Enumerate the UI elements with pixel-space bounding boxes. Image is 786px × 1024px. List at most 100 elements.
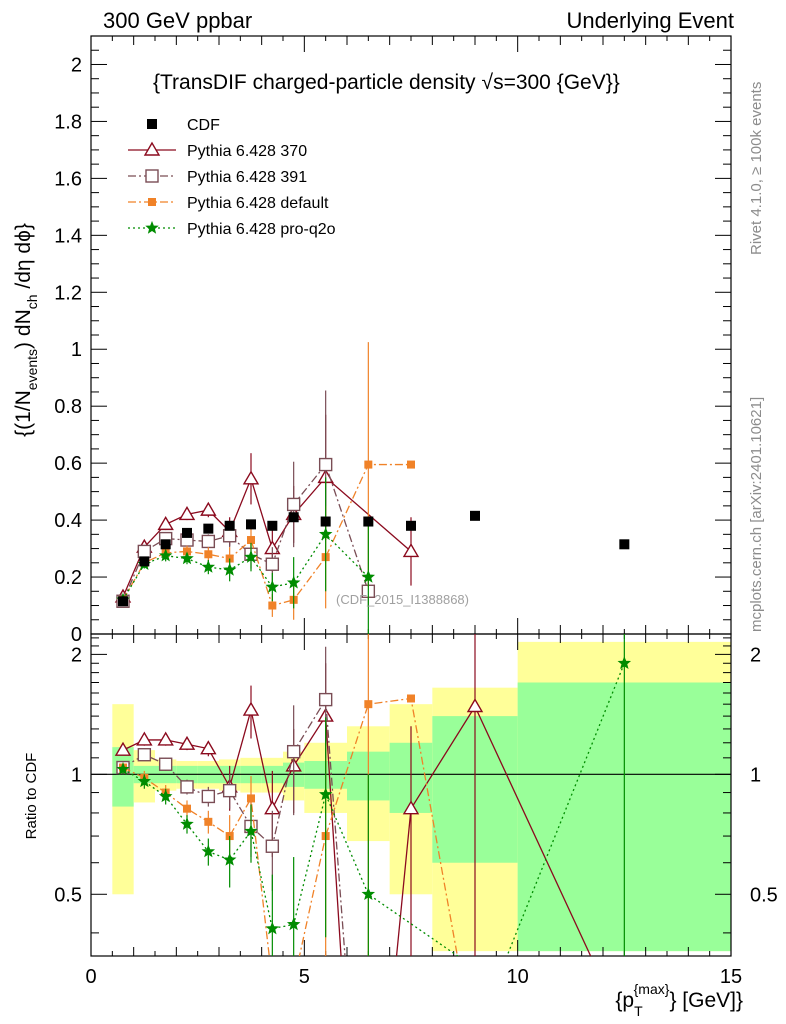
main-y-tick-label: 0 [71,624,82,646]
main-y-tick-label: 2 [71,54,82,76]
series-4-main-point [286,575,301,589]
main-y-tick-label: 1 [71,339,82,361]
watermark: (CDF_2015_I1388868) [336,592,469,607]
series-1-ratio-point [466,698,484,713]
series-3-ratio-point [247,794,255,803]
legend-entry-4: Pythia 6.428 default [128,195,329,212]
series-4-ratio-point [201,844,216,858]
legend-marker [148,198,156,206]
ratio-y-tick-label-right: 0.5 [750,884,778,906]
series-4-ratio-point [361,887,376,900]
series-1-main-point [242,470,260,485]
series-1-ratio-point [200,740,217,755]
axis-tick-labels: 0 5 10 15 0 0.2 0.4 0.6 0.8 1 1.2 1.4 1.6 1.8 2 0.5 0.5 1… [54,54,778,988]
series-1-ratio-point [114,741,132,756]
ratio-y-tick-label: 1 [71,764,82,786]
x-axis-label: {pT{max}} [GeV]} [615,981,743,1019]
series-4-main-point [158,548,173,562]
series-4-ratio-point [617,656,632,669]
series-4-ratio-point [222,852,237,866]
series-3-main-point [364,460,373,469]
cdf-data-point [363,516,374,527]
series-1-ratio-point [242,701,260,716]
ratio-y-axis-label: Ratio to CDF [23,753,40,840]
main-y-tick-label: 0.8 [54,396,82,418]
main-series-group [114,342,630,634]
main-y-tick-label: 1.6 [54,168,82,190]
series-4-main-point [222,562,237,576]
series-2-ratio-point [158,757,173,771]
series-3-ratio-point [407,694,415,703]
series-layer [114,342,632,956]
series-1-ratio-point [157,731,174,746]
ratio-y-tick-label-right: 2 [750,644,761,666]
axis-ticks [90,35,732,956]
chart-title-energy: s=300 {GeV}} [493,71,620,94]
legend-label: Pythia 6.428 default [187,195,329,212]
header-left: 300 GeV ppbar [103,8,253,33]
series-2-main-point [318,457,333,472]
x-tick-label: 10 [507,966,529,988]
series-2-main-point [137,544,152,559]
legend-label: Pythia 6.428 pro-q2o [187,221,336,238]
series-4-main-point [318,527,333,541]
ratio-y-tick-label: 2 [71,644,82,666]
header-right: Underlying Event [566,8,734,33]
series-2-main-line [122,463,369,602]
series-4-ratio-point [265,921,280,935]
series-1-ratio-point [402,800,420,815]
series-4-main-point [361,569,376,583]
ratio-y-tick-label-right: 1 [750,764,761,786]
series-1-main-point [200,501,217,516]
chart-title: {TransDIF charged-particle density √s=300… [153,71,620,94]
series-4-ratio-point [286,917,301,931]
series-3-main-point [247,536,255,545]
main-y-tick-label: 0.4 [54,510,82,532]
series-1-main-point [402,543,420,558]
series-1-ratio-point [178,735,196,750]
main-y-tick-label: 1.4 [54,225,82,247]
legend-entry-3: Pythia 6.428 391 [128,169,307,186]
series-2-ratio-point [286,744,301,759]
ratio-y-tick-label: 0.5 [54,884,82,906]
legend-entry-1: CDF [147,117,220,134]
series-1-main-point [178,506,196,521]
cdf-data-point [224,520,235,531]
series-2-ratio-point [265,839,280,853]
series-4-main-point [244,549,258,563]
cdf-data-point [470,510,480,521]
series-3-ratio-point [364,700,373,709]
legend-cdf-marker [147,119,157,129]
main-y-tick-label: 0.6 [54,453,82,475]
x-tick-label: 15 [720,966,742,988]
cdf-band-inner [112,747,134,807]
series-4-ratio-point [116,762,130,775]
legend-label: Pythia 6.428 391 [187,169,307,186]
series-2-ratio-point [137,748,152,762]
legend-entry-5: Pythia 6.428 pro-q2o [128,220,336,238]
cdf-data-point [139,556,150,567]
series-3-main-line [122,463,411,607]
cdf-data-point [160,539,171,550]
cdf-data-point [246,519,256,530]
series-4-ratio-point [244,824,258,837]
series-4-ratio-point [180,816,194,830]
cdf-data-point [118,596,128,607]
series-2-ratio-point [318,692,333,707]
legend-marker [143,141,161,156]
cdf-data-point [320,516,331,527]
series-3-main-point [268,601,277,610]
cdf-data-point [288,512,299,523]
legend-marker [145,169,159,183]
series-4-main-point [180,551,194,565]
cdf-data-point [406,520,416,531]
main-y-tick-label: 1.2 [54,282,82,304]
series-1-ratio-point [136,731,153,746]
series-4-ratio-point [158,789,173,803]
legend-label: Pythia 6.428 370 [187,143,307,160]
x-tick-label: 0 [85,966,96,988]
cdf-data-point [182,527,192,538]
main-y-tick-label: 0.2 [54,567,82,589]
series-4-ratio-point [318,787,333,801]
